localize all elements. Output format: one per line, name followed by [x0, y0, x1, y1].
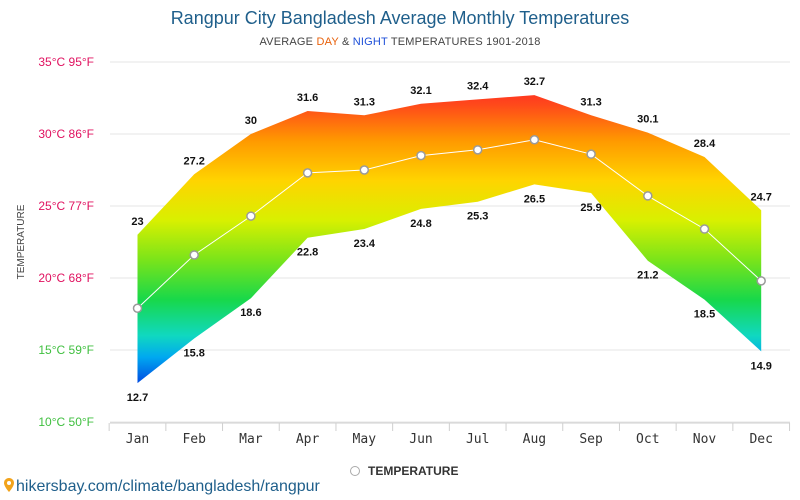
x-axis: Jan Feb Mar Apr May Jun Jul Aug Sep Oct Nov Dec	[108, 422, 791, 447]
night-value-label: 18.6	[240, 307, 261, 319]
x-tick-label: Jan	[126, 432, 149, 447]
temperature-point	[699, 224, 710, 234]
temperature-point	[643, 191, 653, 201]
temperature-band	[137, 95, 762, 384]
night-value-label: 18.5	[694, 309, 715, 321]
subtitle-prefix: AVERAGE	[259, 36, 317, 48]
temperature-point	[246, 211, 256, 221]
x-tick-label: Nov	[693, 432, 717, 447]
day-value-label: 32.1	[410, 85, 431, 97]
average-line	[132, 135, 766, 313]
x-tick-label: Aug	[523, 432, 546, 447]
y-tick-label: 25°C 77°F	[38, 199, 94, 213]
y-axis-label: TEMPERATURE	[16, 204, 27, 279]
chart-subtitle: AVERAGE DAY & NIGHT TEMPERATURES 1901-20…	[0, 36, 800, 48]
chart-legend[interactable]: TEMPERATURE	[350, 464, 458, 478]
day-value-label: 30.1	[637, 114, 658, 126]
x-tick-label: May	[353, 432, 377, 447]
map-pin-icon	[4, 478, 14, 492]
footer-url: hikersbay.com/climate/bangladesh/rangpur	[16, 478, 320, 495]
y-tick-label: 20°C 68°F	[38, 271, 94, 285]
night-value-label: 25.9	[580, 202, 601, 214]
subtitle-suffix: TEMPERATURES 1901-2018	[387, 36, 541, 48]
legend-marker-icon	[350, 466, 360, 476]
day-value-label: 32.7	[524, 76, 545, 88]
x-tick-label: Mar	[239, 432, 263, 447]
night-value-label: 26.5	[524, 193, 545, 205]
night-value-label: 15.8	[183, 347, 204, 359]
data-labels: 23 27.2 30 31.6 31.3 32.1 32.4 32.7 31.3 30.1 28.4…	[127, 76, 772, 404]
night-value-label: 12.7	[127, 392, 148, 404]
temperature-point	[132, 303, 143, 313]
night-value-label: 24.8	[410, 218, 431, 230]
y-tick-label: 10°C 50°F	[38, 415, 94, 429]
chart-title: Rangpur City Bangladesh Average Monthly …	[170, 8, 630, 28]
subtitle-day: DAY	[316, 36, 339, 48]
footer-link[interactable]: hikersbay.com/climate/bangladesh/rangpur	[4, 478, 320, 496]
night-value-label: 21.2	[637, 270, 658, 282]
temperature-point	[756, 276, 766, 286]
temperature-point	[529, 135, 540, 145]
temperature-point	[189, 250, 199, 260]
x-tick-label: Apr	[296, 432, 320, 447]
day-value-label: 24.7	[750, 191, 771, 203]
temperature-point	[472, 145, 483, 155]
night-value-label: 22.8	[297, 247, 318, 259]
subtitle-night: NIGHT	[352, 36, 388, 48]
y-tick-label: 35°C 95°F	[38, 55, 94, 69]
day-value-label: 31.3	[354, 96, 375, 108]
subtitle-amp: &	[338, 36, 353, 48]
x-tick-label: Jul	[466, 432, 489, 447]
day-value-label: 27.2	[183, 155, 204, 167]
x-tick-label: Feb	[182, 432, 206, 447]
x-tick-label: Sep	[579, 432, 603, 447]
temperature-line	[137, 139, 762, 309]
night-value-label: 14.9	[750, 360, 771, 372]
y-tick-label: 15°C 59°F	[38, 343, 94, 357]
x-tick-label: Oct	[636, 432, 659, 447]
day-value-label: 23	[131, 216, 143, 228]
y-axis: 35°C 95°F 30°C 86°F 25°C 77°F 20°C 68°F 15°C…	[38, 55, 94, 429]
night-value-label: 23.4	[354, 238, 376, 250]
y-tick-label: 30°C 86°F	[38, 127, 94, 141]
day-value-label: 30	[245, 115, 257, 127]
day-value-label: 28.4	[694, 138, 716, 150]
legend-label: TEMPERATURE	[368, 464, 459, 478]
temperature-point	[302, 168, 313, 178]
temperature-point	[359, 165, 370, 175]
temperature-point	[416, 150, 426, 161]
day-night-area	[137, 95, 762, 384]
x-tick-label: Jun	[409, 432, 432, 447]
x-tick-label: Dec	[749, 432, 772, 447]
day-value-label: 31.6	[297, 92, 318, 104]
day-value-label: 31.3	[580, 96, 601, 108]
day-value-label: 32.4	[467, 80, 489, 92]
temperature-point	[586, 149, 596, 159]
night-value-label: 25.3	[467, 211, 488, 223]
